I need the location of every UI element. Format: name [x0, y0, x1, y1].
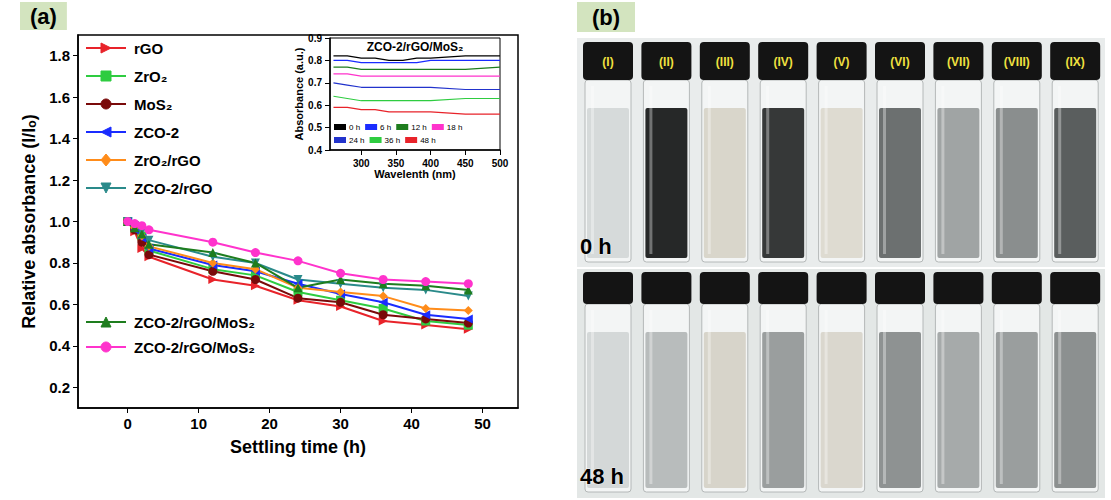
svg-text:48 h: 48 h — [420, 136, 436, 145]
svg-text:20: 20 — [261, 415, 278, 432]
svg-text:ZCO-2: ZCO-2 — [134, 124, 179, 141]
svg-text:(a): (a) — [30, 4, 57, 29]
svg-text:400: 400 — [422, 158, 439, 169]
svg-text:ZCO-2/rGO/MoS₂: ZCO-2/rGO/MoS₂ — [367, 40, 464, 54]
svg-text:(IV): (IV) — [774, 55, 793, 69]
svg-text:Absorbance (a.u.): Absorbance (a.u.) — [293, 47, 305, 140]
svg-text:0: 0 — [124, 415, 132, 432]
svg-text:(V): (V) — [834, 55, 850, 69]
svg-text:(IX): (IX) — [1066, 55, 1085, 69]
svg-text:0.6: 0.6 — [308, 100, 322, 111]
svg-text:40: 40 — [403, 415, 420, 432]
svg-text:10: 10 — [190, 415, 207, 432]
svg-text:48 h: 48 h — [580, 464, 624, 489]
svg-text:1.8: 1.8 — [49, 47, 70, 64]
svg-text:0.4: 0.4 — [308, 145, 322, 156]
svg-text:Settling time (h): Settling time (h) — [230, 437, 366, 457]
svg-text:ZrO₂/rGO: ZrO₂/rGO — [134, 152, 201, 169]
svg-text:(b): (b) — [592, 5, 620, 30]
svg-text:ZrO₂: ZrO₂ — [134, 68, 167, 85]
svg-text:30: 30 — [332, 415, 349, 432]
svg-text:1.4: 1.4 — [49, 130, 71, 147]
svg-text:0.5: 0.5 — [308, 122, 322, 133]
svg-text:1.0: 1.0 — [49, 213, 70, 230]
svg-text:1.2: 1.2 — [49, 172, 70, 189]
svg-text:ZCO-2/rGO: ZCO-2/rGO — [134, 180, 213, 197]
svg-text:500: 500 — [492, 158, 509, 169]
svg-text:(VI): (VI) — [890, 55, 909, 69]
svg-text:6 h: 6 h — [380, 123, 391, 132]
svg-text:12 h: 12 h — [411, 123, 427, 132]
svg-text:36 h: 36 h — [385, 136, 401, 145]
svg-text:0.7: 0.7 — [308, 77, 322, 88]
svg-text:rGO: rGO — [134, 40, 164, 57]
svg-text:0.2: 0.2 — [49, 379, 70, 396]
svg-text:ZCO-2/rGO/MoS₂: ZCO-2/rGO/MoS₂ — [134, 339, 255, 356]
svg-text:(I): (I) — [602, 55, 613, 69]
svg-text:0 h: 0 h — [349, 123, 360, 132]
svg-text:Relative absorbance (I/Iₒ): Relative absorbance (I/Iₒ) — [19, 114, 39, 328]
svg-text:18 h: 18 h — [447, 123, 463, 132]
svg-text:300: 300 — [353, 158, 370, 169]
svg-text:(II): (II) — [659, 55, 674, 69]
svg-text:(VII): (VII) — [947, 55, 970, 69]
svg-text:50: 50 — [474, 415, 491, 432]
svg-text:1.6: 1.6 — [49, 89, 70, 106]
svg-text:MoS₂: MoS₂ — [134, 96, 172, 113]
svg-text:450: 450 — [457, 158, 474, 169]
svg-text:0.8: 0.8 — [308, 55, 322, 66]
svg-text:0.9: 0.9 — [308, 33, 322, 44]
svg-text:0 h: 0 h — [580, 234, 612, 259]
svg-text:(III): (III) — [716, 55, 734, 69]
svg-text:0.8: 0.8 — [49, 254, 70, 271]
svg-text:350: 350 — [388, 158, 405, 169]
svg-text:ZCO-2/rGO/MoS₂: ZCO-2/rGO/MoS₂ — [134, 314, 255, 331]
svg-text:24 h: 24 h — [349, 136, 365, 145]
svg-text:(VIII): (VIII) — [1004, 55, 1030, 69]
svg-text:0.6: 0.6 — [49, 296, 70, 313]
svg-text:Wavelenth (nm): Wavelenth (nm) — [374, 168, 456, 180]
svg-text:0.4: 0.4 — [49, 337, 71, 354]
